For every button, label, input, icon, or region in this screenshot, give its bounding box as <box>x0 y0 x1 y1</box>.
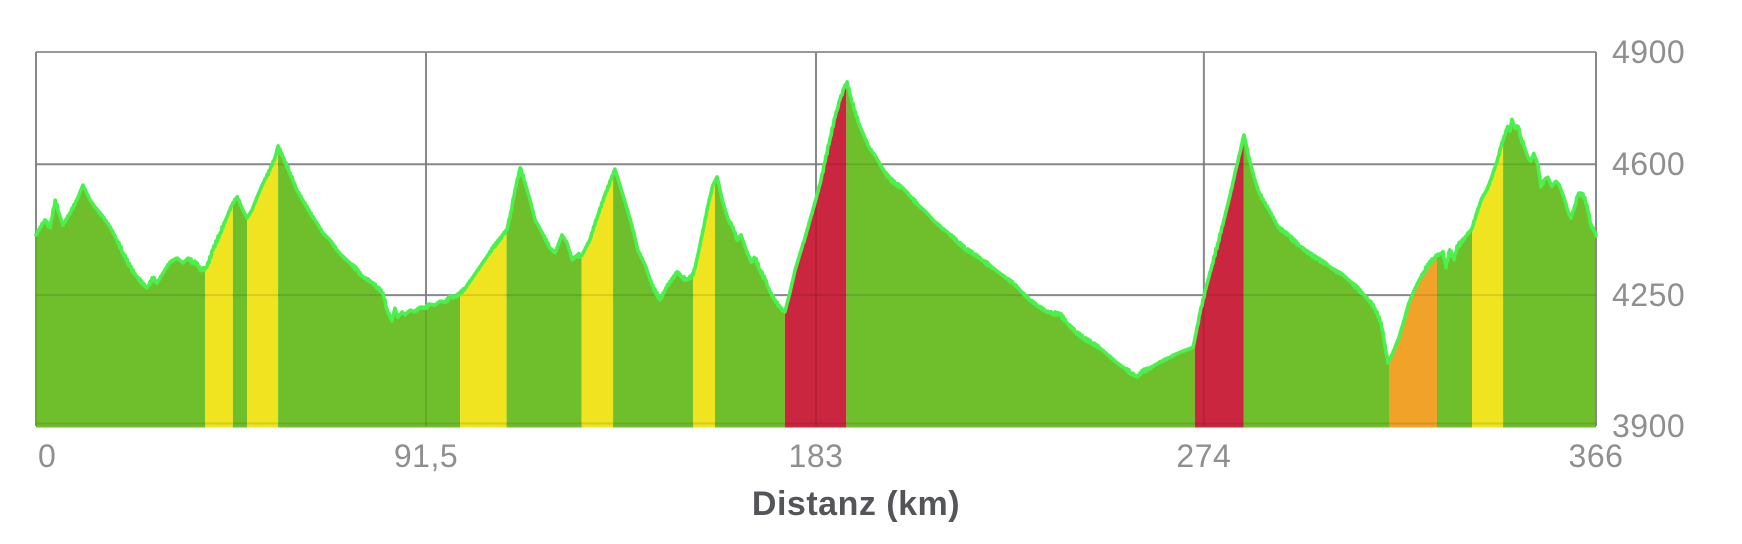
y-axis-tick-4250: 4250 <box>1612 277 1686 314</box>
x-axis-tick-366: 366 <box>1568 438 1624 474</box>
elevation-line <box>34 80 1598 379</box>
x-axis-tick-274: 274 <box>1176 438 1232 474</box>
y-axis-tick-4600: 4600 <box>1612 146 1686 183</box>
x-axis-tick-91-5: 91,5 <box>393 438 459 474</box>
y-axis-tick-4900: 4900 <box>1612 34 1686 70</box>
x-axis-tick-0: 0 <box>38 438 57 474</box>
y-axis-tick-3900: 3900 <box>1612 408 1686 444</box>
x-axis-tick-183: 183 <box>788 438 844 474</box>
chart-grid-overlay <box>35 52 1597 426</box>
elevation-area-segments <box>36 81 1596 428</box>
x-axis-title: Distanz (km) <box>751 485 961 523</box>
